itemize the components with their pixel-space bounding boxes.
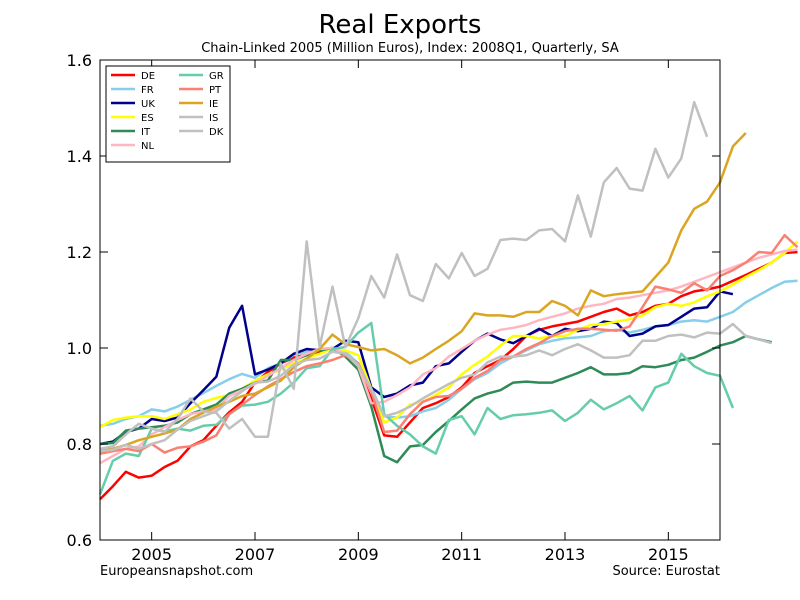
legend-label-dk: DK — [209, 127, 224, 138]
x-tick-label: 2015 — [648, 545, 689, 564]
series-line-fr — [99, 279, 798, 428]
series-line-de — [99, 250, 798, 501]
x-tick-label: 2009 — [338, 545, 379, 564]
series-layer — [98, 100, 799, 501]
series-line-dk — [99, 322, 773, 453]
series-line-is — [99, 100, 709, 451]
chart-subtitle: Chain-Linked 2005 (Million Euros), Index… — [201, 41, 619, 56]
legend-label-fr: FR — [141, 85, 154, 96]
chart-title: Real Exports — [319, 10, 482, 40]
legend-label-ie: IE — [209, 99, 218, 110]
legend-label-pt: PT — [209, 85, 222, 96]
x-tick-label: 2013 — [545, 545, 586, 564]
legend-label-uk: UK — [141, 99, 155, 110]
y-tick-label: 1.2 — [67, 243, 92, 262]
series-line-pt — [99, 233, 799, 455]
series-line-nl — [99, 248, 798, 465]
legend-label-gr: GR — [209, 71, 224, 82]
legend-label-de: DE — [141, 71, 155, 82]
plot-frame — [99, 59, 721, 541]
x-tick-label: 2011 — [441, 545, 482, 564]
series-line-gr — [98, 321, 735, 495]
legend-label-is: IS — [209, 113, 218, 124]
y-tick-label: 1.4 — [67, 147, 92, 166]
y-tick-label: 1.0 — [67, 339, 92, 358]
x-tick-label: 2007 — [235, 545, 276, 564]
footer-source: Source: Eurostat — [612, 564, 720, 579]
legend: DE FR UK ES IT NL GR PT IE IS DK — [105, 65, 231, 163]
series-line-uk — [99, 290, 734, 446]
x-tick-label: 2005 — [131, 545, 172, 564]
series-line-it — [99, 334, 772, 464]
y-tick-label: 0.8 — [67, 435, 92, 454]
legend-label-it: IT — [141, 127, 151, 138]
footer-credit: Europeansnapshot.com — [100, 564, 253, 579]
legend-label-es: ES — [141, 113, 154, 124]
series-line-es — [99, 240, 799, 429]
axes-layer: 2005 2007 2009 2011 2013 2015 0.6 0.8 1.0 1.2 1.4 1… — [67, 51, 720, 564]
legend-label-nl: NL — [141, 141, 154, 152]
y-tick-label: 0.6 — [67, 531, 92, 550]
y-tick-label: 1.6 — [67, 51, 92, 70]
